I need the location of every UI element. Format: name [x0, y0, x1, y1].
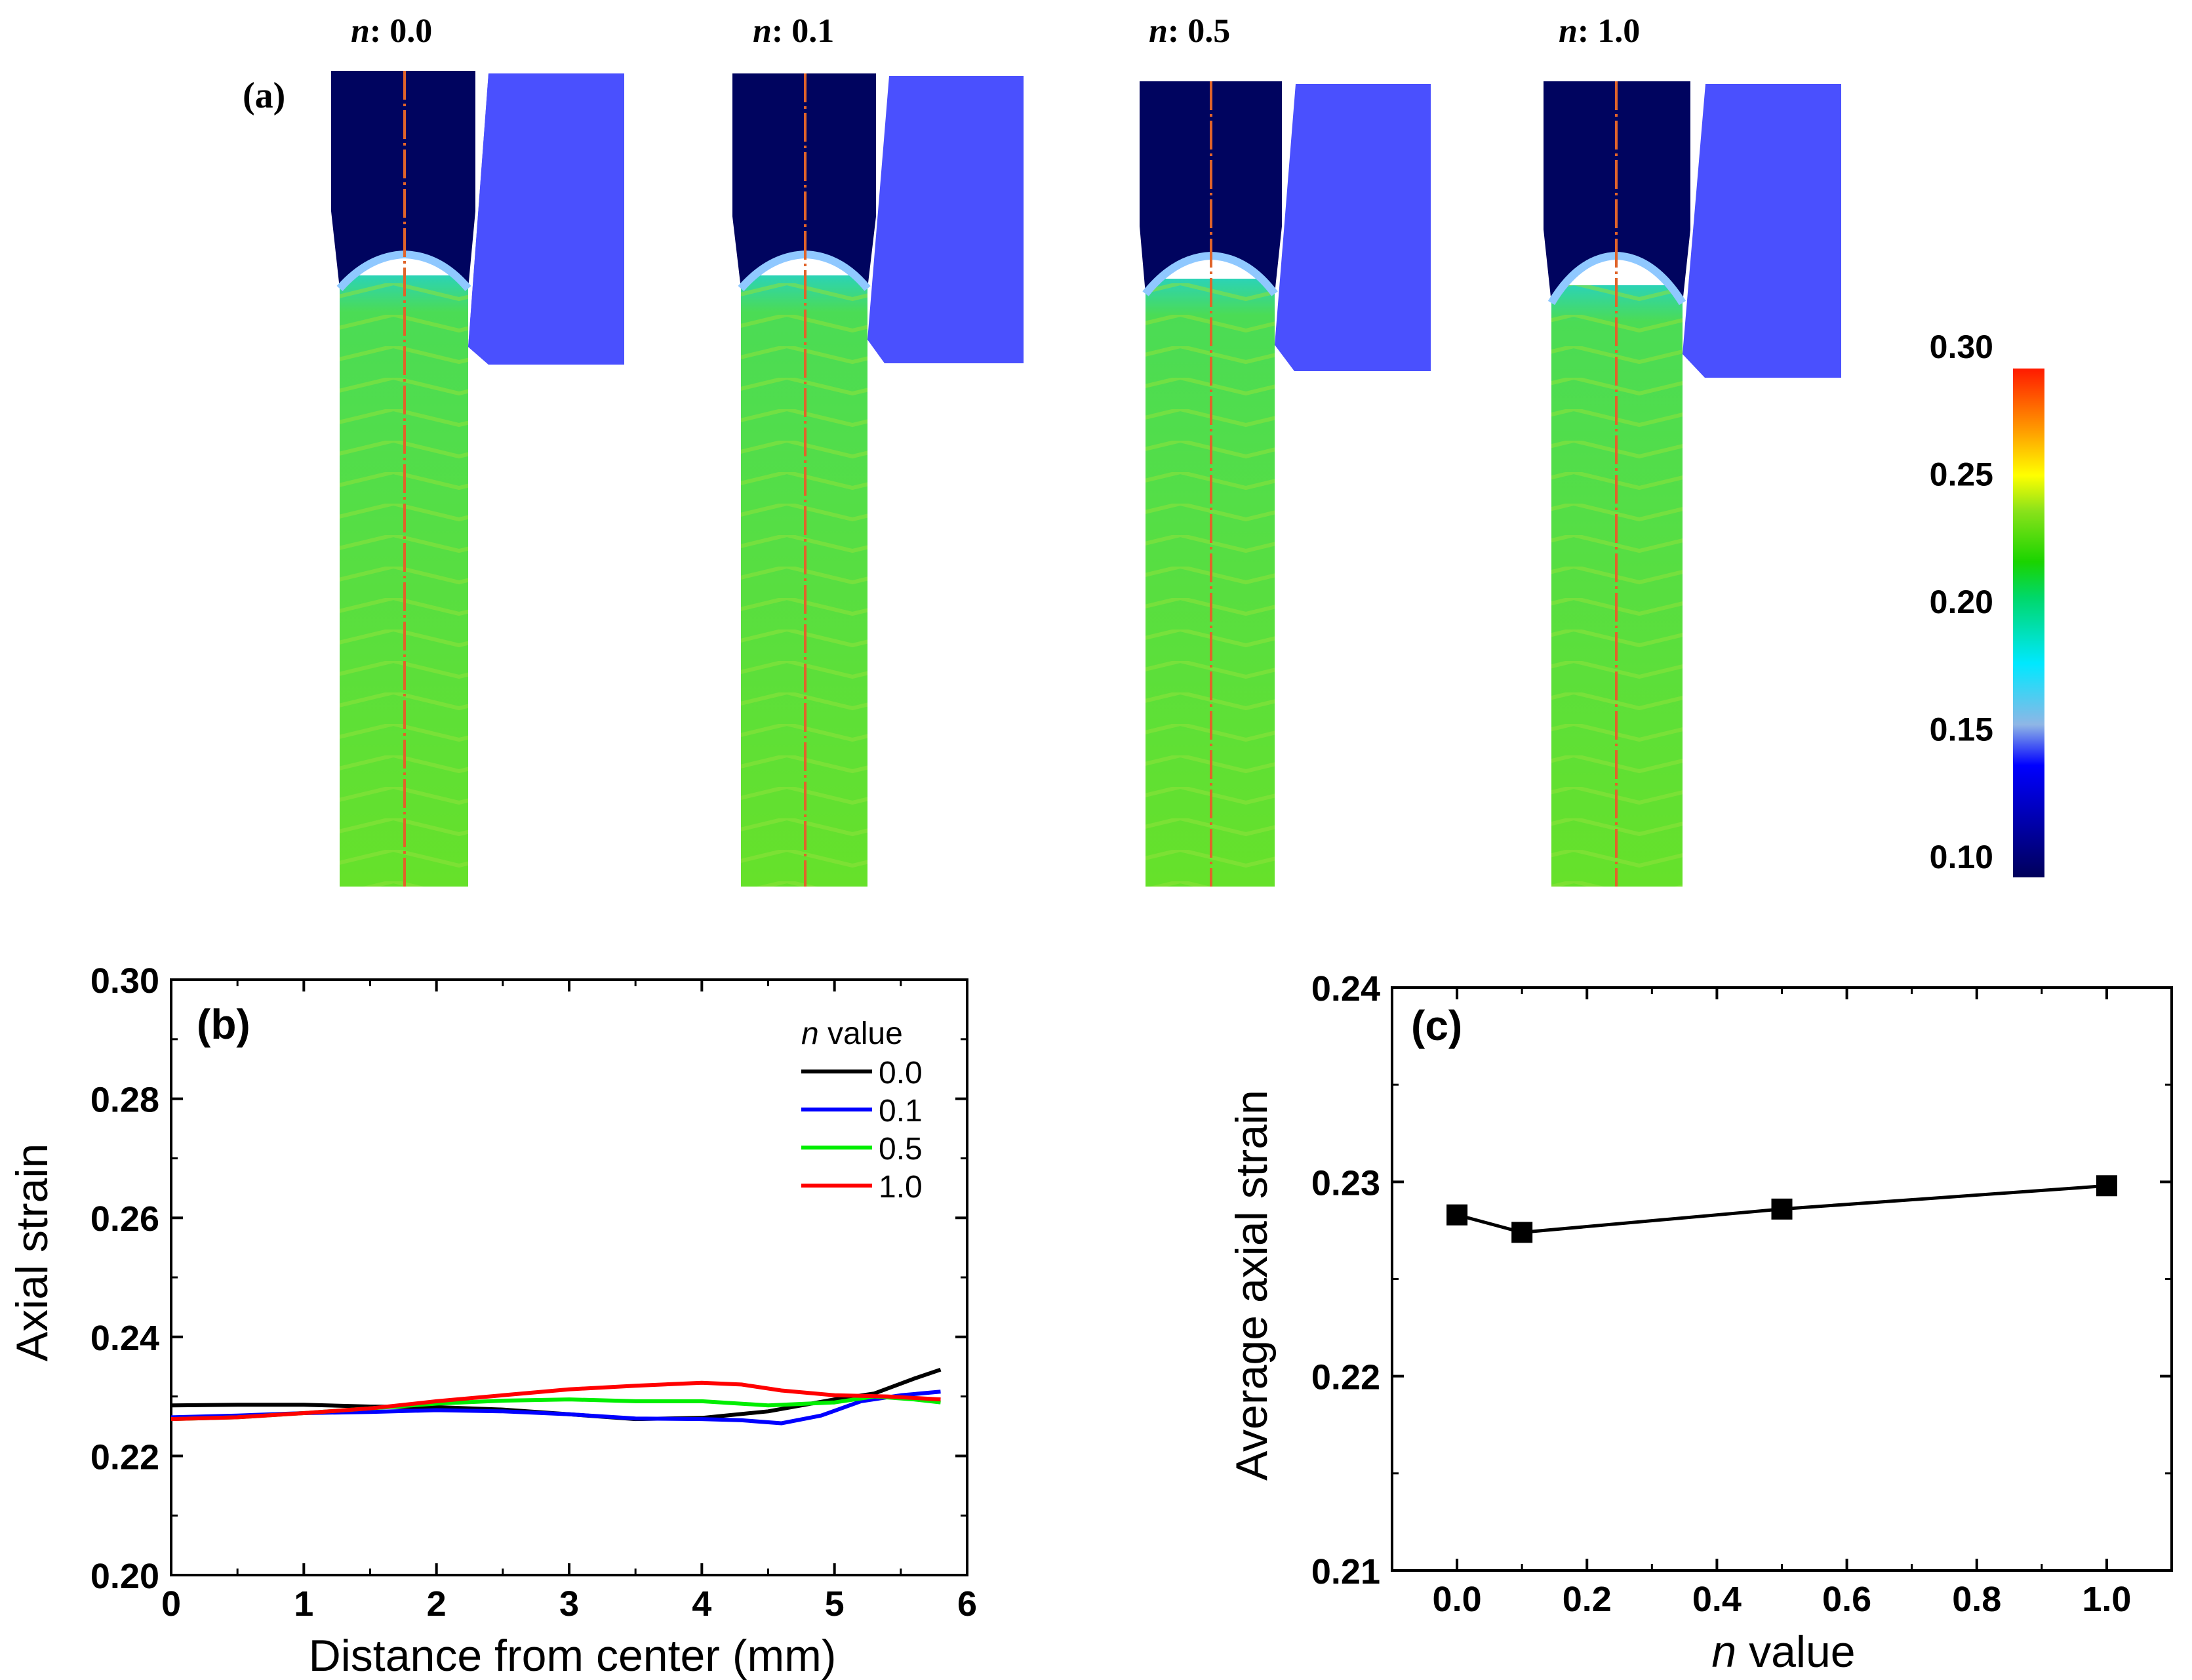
x-tick-label: 1	[294, 1584, 313, 1624]
colorbar-tick-label: 0.20	[1930, 584, 1993, 620]
y-tick-label: 0.23	[1311, 1163, 1380, 1203]
series-group	[170, 1367, 942, 1426]
colorbar-gradient	[2013, 369, 2044, 877]
panel-c: 0.0 0.2 0.4 0.6 0.8 1.0 0.21 0.22 0.23 0.24 (c) n…	[1227, 969, 2173, 1677]
colorbar-ticks: 0.30 0.25 0.20 0.15 0.10	[1930, 329, 1993, 875]
legend-label: 1.0	[879, 1170, 923, 1205]
series-line-0	[1456, 1184, 2107, 1234]
panel-b: 0 1 2 3 4 5 6 0.20 0.22 0.24 0.26 0.28 0.30 (b) n va…	[7, 961, 977, 1680]
data-point	[1511, 1222, 1533, 1243]
panel-c-label: (c)	[1411, 1002, 1462, 1049]
legend-label: 0.0	[879, 1056, 923, 1090]
data-point	[1771, 1198, 1793, 1220]
rod-undeformed	[1544, 81, 1690, 303]
y-tick-label: 0.30	[90, 961, 159, 1001]
simulation-n-1.0: n: 1.0	[1544, 12, 1841, 887]
x-tick-label: 6	[957, 1584, 977, 1624]
x-tick-label: 1.0	[2082, 1580, 2131, 1619]
x-tick-label: 0	[161, 1584, 181, 1624]
y-tick-label: 0.28	[90, 1081, 159, 1120]
sim-title: n: 0.0	[351, 12, 432, 50]
rod-undeformed	[331, 71, 475, 289]
sim-title: n: 0.1	[753, 12, 834, 50]
series-line-1.0	[170, 1380, 941, 1422]
axes-frame: 0.0 0.2 0.4 0.6 0.8 1.0 0.21 0.22 0.23 0.24	[1311, 969, 2173, 1619]
colorbar: 0.30 0.25 0.20 0.15 0.10	[1930, 329, 2044, 877]
x-tick-label: 0.0	[1433, 1580, 1482, 1619]
plot-frame	[170, 978, 968, 1576]
y-tick-label: 0.21	[1311, 1552, 1380, 1591]
legend-label: 0.5	[879, 1132, 923, 1167]
y-tick-label: 0.22	[90, 1437, 159, 1477]
colorbar-tick-label: 0.15	[1930, 711, 1993, 748]
simulation-n-0.0: n: 0.0	[331, 12, 624, 887]
simulation-n-0.5: n: 0.5	[1140, 12, 1431, 887]
panel-a-label: (a)	[243, 75, 285, 116]
panel-a: (a) n: 0.0 n: 0.1 n: 0.5	[243, 12, 2044, 887]
sim-title: n: 1.0	[1559, 12, 1640, 50]
data-point	[1446, 1204, 1468, 1226]
x-tick-label: 5	[825, 1584, 845, 1624]
axes-frame: 0 1 2 3 4 5 6 0.20 0.22 0.24 0.26 0.28 0.30	[90, 961, 977, 1624]
x-tick-label: 0.8	[1952, 1580, 2001, 1619]
die	[468, 73, 624, 365]
data-point	[2096, 1175, 2117, 1197]
x-axis-label: Distance from center (mm)	[309, 1631, 837, 1680]
x-tick-label: 3	[559, 1584, 579, 1624]
legend-label: 0.1	[879, 1094, 923, 1129]
legend-title: n value	[801, 1016, 903, 1051]
y-tick-label: 0.22	[1311, 1358, 1380, 1397]
x-axis-label: n value	[1711, 1627, 1855, 1677]
die-edge	[468, 73, 488, 365]
x-tick-label: 0.6	[1822, 1580, 1871, 1619]
die	[1275, 84, 1431, 371]
y-tick-label: 0.24	[90, 1319, 159, 1358]
y-tick-label: 0.20	[90, 1557, 159, 1596]
panel-b-label: (b)	[197, 1001, 250, 1048]
y-tick-label: 0.26	[90, 1199, 159, 1239]
x-tick-label: 4	[692, 1584, 711, 1624]
die	[1683, 84, 1841, 378]
plot-frame	[1391, 986, 2173, 1572]
colorbar-tick-label: 0.25	[1930, 456, 1993, 493]
simulation-n-0.1: n: 0.1	[732, 12, 1024, 887]
colorbar-tick-label: 0.30	[1930, 329, 1993, 365]
die	[867, 76, 1024, 363]
y-tick-label: 0.24	[1311, 969, 1380, 1009]
y-axis-label: Average axial strain	[1227, 1090, 1277, 1481]
legend: n value 0.0 0.10.51.0	[801, 1016, 923, 1205]
x-tick-label: 0.4	[1692, 1580, 1742, 1619]
series-group	[1446, 1175, 2117, 1243]
sim-title: n: 0.5	[1149, 12, 1230, 50]
x-tick-label: 2	[427, 1584, 447, 1624]
x-tick-label: 0.2	[1563, 1580, 1612, 1619]
colorbar-tick-label: 0.10	[1930, 839, 1993, 875]
y-axis-label: Axial strain	[7, 1144, 57, 1362]
